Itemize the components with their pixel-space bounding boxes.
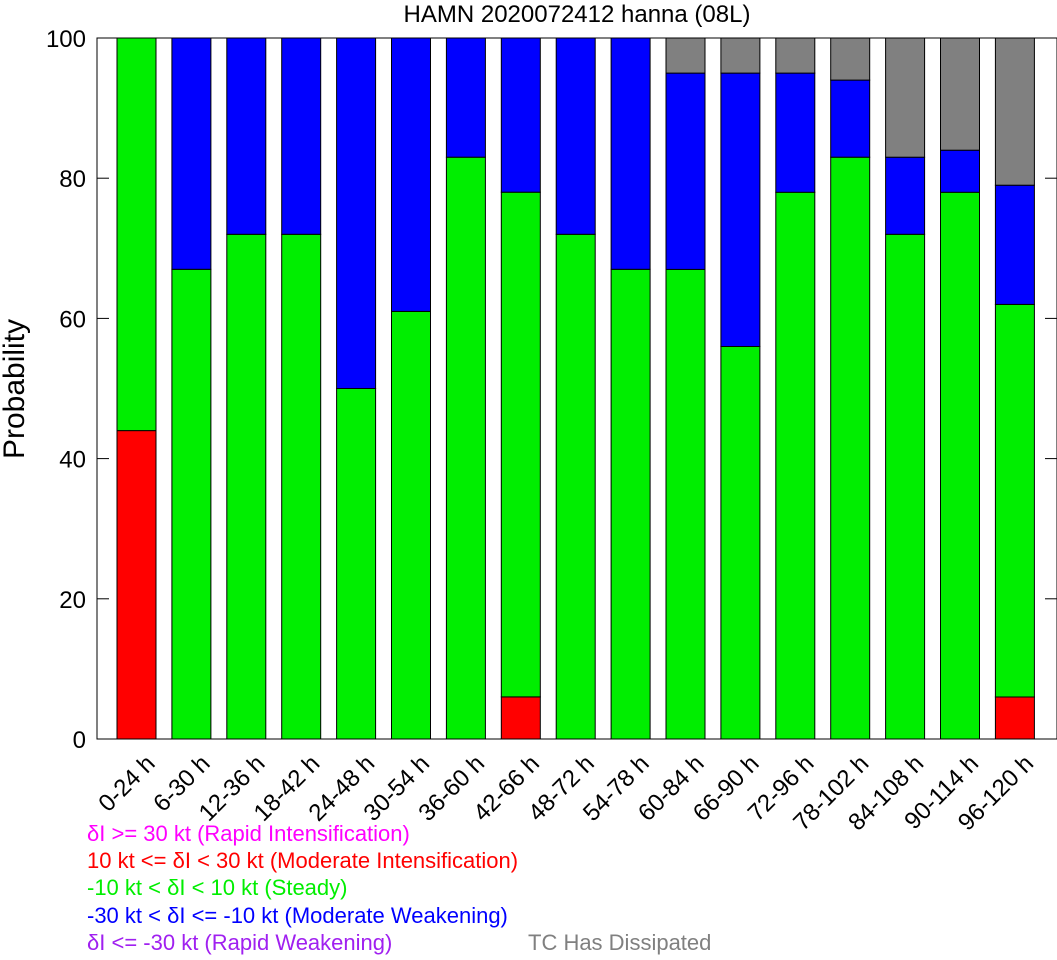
bar-segment [610, 268, 651, 740]
bar-segment [555, 37, 596, 235]
bar-segment [445, 156, 486, 740]
bar-segment [226, 233, 267, 740]
bar-segment [281, 233, 322, 740]
x-tick-label: 0-24 h [93, 750, 160, 817]
bar-segment [445, 37, 486, 158]
bar-segment [994, 696, 1035, 740]
bar-segment [830, 79, 871, 158]
bar-segment [720, 345, 761, 740]
y-tick-label: 100 [46, 26, 86, 53]
bar-segment [336, 388, 377, 740]
bar-segment [116, 430, 157, 740]
bar-segment [226, 37, 267, 235]
bar-segment [555, 233, 596, 740]
bar-segment [665, 268, 706, 740]
legend-entry-rapid-weakening: δI <= -30 kt (Rapid Weakening) [87, 930, 393, 955]
bar-segment [116, 37, 157, 432]
bar-segment [171, 268, 212, 740]
bar-segment [994, 184, 1035, 305]
y-ticks-group: 0 20 40 60 80 100 [46, 26, 1057, 754]
y-tick-label: 80 [59, 166, 86, 193]
bar-segment [610, 37, 651, 270]
bar-segment [994, 37, 1035, 186]
bar-segment [994, 303, 1035, 698]
bar-segment [500, 696, 541, 740]
y-tick-label: 40 [59, 447, 86, 474]
bar-segment [775, 191, 816, 740]
legend-entry-rapid-intensification: δI >= 30 kt (Rapid Intensification) [87, 821, 410, 846]
bar-segment [940, 149, 980, 193]
bar-segment [940, 37, 980, 151]
bar-segment [500, 37, 541, 193]
bar-segment [830, 37, 871, 81]
bar-segment [775, 37, 816, 74]
bar-segment [391, 37, 431, 312]
bar-segment [720, 72, 761, 347]
bar-segment [171, 37, 212, 270]
bar-segment [940, 191, 980, 740]
legend-entry-moderate-intensification: 10 kt <= δI < 30 kt (Moderate Intensific… [87, 848, 519, 873]
chart-title: HAMN 2020072412 hanna (08L) [404, 1, 751, 28]
bar-segment [391, 310, 431, 740]
bars-group [116, 37, 1035, 740]
bar-segment [500, 191, 541, 698]
bar-segment [281, 37, 322, 235]
y-tick-label: 0 [73, 727, 86, 754]
y-tick-label: 20 [59, 587, 86, 614]
bar-segment [885, 37, 926, 158]
y-tick-label: 60 [59, 306, 86, 333]
y-axis-label: Probability [0, 319, 31, 459]
plot-frame [96, 37, 1057, 740]
bar-segment [665, 37, 706, 74]
bar-segment [885, 233, 926, 740]
bar-segment [830, 156, 871, 740]
bar-segment [775, 72, 816, 193]
legend-entry-steady: -10 kt < δI < 10 kt (Steady) [87, 875, 348, 900]
legend-entry-moderate-weakening: -30 kt < δI <= -10 kt (Moderate Weakenin… [87, 903, 508, 928]
bar-segment [336, 37, 377, 389]
bar-segment [665, 72, 706, 270]
bar-segment [720, 37, 761, 74]
bar-segment [885, 156, 926, 235]
legend-entry-dissipated: TC Has Dissipated [528, 930, 712, 955]
